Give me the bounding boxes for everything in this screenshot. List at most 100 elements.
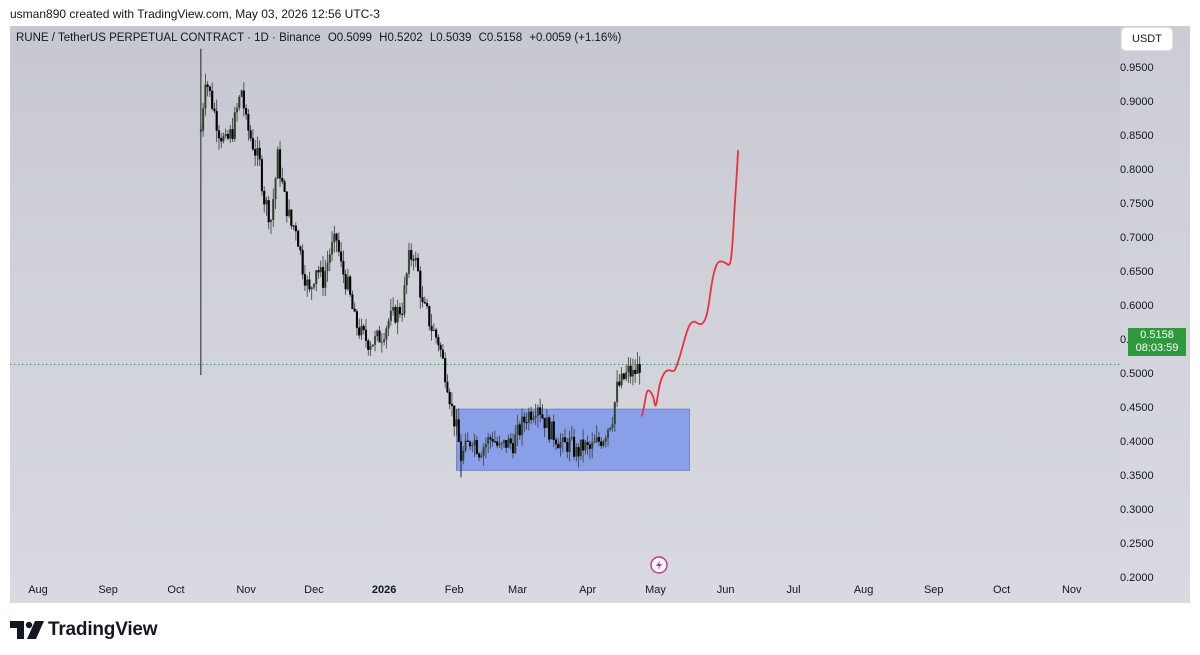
candle-body: [401, 313, 404, 315]
price-tick-label: 0.6000: [1120, 300, 1154, 313]
candle-body: [283, 181, 286, 192]
candle-body: [303, 274, 306, 286]
candle-body: [419, 270, 422, 298]
candle-body: [263, 190, 266, 205]
candle-body: [554, 439, 558, 445]
plot-area[interactable]: [10, 26, 1120, 577]
candle-body: [521, 416, 524, 436]
candle-body: [215, 110, 218, 131]
candle-body: [351, 294, 354, 310]
tradingview-logo[interactable]: TradingView: [10, 619, 158, 641]
candle-body: [206, 84, 209, 87]
last-price-badge: 0.5158 08:03:59: [1128, 328, 1186, 356]
candle-body: [584, 442, 587, 451]
candle-body: [301, 250, 304, 275]
candle-body: [260, 159, 263, 192]
candle-body: [482, 447, 485, 456]
candle-body: [563, 437, 567, 443]
candle-body: [317, 270, 320, 273]
symbol-legend: RUNE / TetherUS PERPETUAL CONTRACT · 1D …: [16, 32, 625, 44]
candle-body: [310, 287, 313, 290]
price-tick-label: 0.3500: [1120, 470, 1154, 483]
candle-body: [274, 178, 277, 200]
candle-body: [222, 135, 225, 142]
candle-body: [489, 437, 492, 440]
candle-body: [378, 330, 381, 343]
candle-body: [552, 421, 555, 440]
candle-body: [403, 285, 406, 315]
candle-body: [254, 149, 257, 156]
time-tick-label: Oct: [993, 584, 1011, 596]
chart-attribution: usman890 created with TradingView.com, M…: [10, 7, 380, 21]
time-scale[interactable]: [10, 577, 1120, 603]
candle-body: [484, 443, 487, 448]
time-tick-label: Feb: [444, 584, 464, 596]
price-chart-svg: [10, 48, 1120, 574]
candle-body: [231, 129, 234, 140]
candle-body: [256, 147, 259, 156]
legend-high: H0.5202: [379, 32, 423, 44]
price-tick-label: 0.4500: [1120, 402, 1154, 415]
legend-low: L0.5039: [429, 32, 472, 44]
candle-body: [394, 306, 397, 323]
candle-body: [324, 270, 327, 288]
candle-body: [328, 254, 331, 263]
candle-body: [410, 249, 413, 260]
tradingview-logo-icon: [10, 621, 44, 639]
candle-body: [591, 442, 594, 449]
currency-button[interactable]: USDT: [1122, 28, 1172, 50]
candle-body: [308, 279, 311, 290]
candle-body: [389, 310, 392, 322]
candle-body: [588, 444, 591, 449]
candle-body: [392, 306, 395, 311]
candle-body: [487, 437, 490, 445]
price-tick-label: 0.2000: [1120, 572, 1154, 585]
candle-body: [505, 440, 508, 448]
candle-body: [346, 276, 349, 290]
candle-body: [396, 306, 399, 323]
candle-body: [335, 233, 338, 241]
candle-body: [369, 346, 372, 350]
candle-body: [340, 251, 343, 262]
price-tick-label: 0.8500: [1120, 130, 1154, 143]
candle-body: [204, 84, 207, 109]
price-tick-label: 0.7500: [1120, 198, 1154, 211]
candle-body: [290, 209, 293, 226]
candle-body: [475, 440, 478, 454]
candle-body: [450, 403, 453, 406]
candle-body: [331, 242, 334, 255]
candle-body: [636, 364, 639, 375]
candle-body: [364, 329, 368, 341]
price-scale[interactable]: [1120, 26, 1190, 603]
consolidation-zone-group: [455, 408, 690, 471]
candle-body: [211, 90, 214, 109]
candle-body: [245, 108, 248, 115]
candle-body: [629, 365, 632, 377]
candle-body: [507, 438, 510, 448]
candle-body: [380, 341, 383, 343]
candle-body: [312, 283, 316, 288]
candle-body: [582, 439, 585, 451]
price-tick-label: 0.7000: [1120, 232, 1154, 245]
candle-body: [288, 209, 291, 217]
candle-body: [543, 417, 546, 429]
candle-body: [276, 149, 279, 179]
legend-change: +0.0059 (+1.16%): [529, 32, 622, 44]
candle-body: [561, 437, 564, 443]
candle-body: [412, 259, 415, 261]
candle-body: [437, 337, 440, 346]
candle-body: [557, 443, 560, 449]
legend-symbol[interactable]: RUNE / TetherUS PERPETUAL CONTRACT · 1D …: [16, 32, 321, 44]
candle-body: [414, 257, 417, 261]
price-tick-label: 0.2500: [1120, 538, 1154, 551]
candle-body: [500, 442, 503, 445]
projection-group: [641, 149, 739, 417]
candle-body: [622, 373, 625, 380]
candle-body: [355, 311, 358, 328]
candle-body: [579, 439, 582, 457]
candle-body: [471, 445, 474, 447]
candles-group: [199, 48, 641, 478]
candle-body: [441, 349, 444, 359]
candle-body: [251, 138, 254, 150]
events-icon[interactable]: [650, 556, 668, 574]
